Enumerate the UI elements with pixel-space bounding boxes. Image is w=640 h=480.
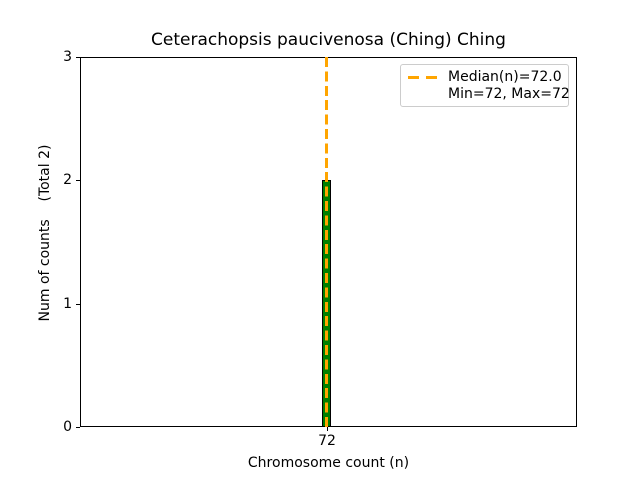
- y-tick-mark-1: [76, 304, 80, 305]
- y-tick-mark-2: [76, 180, 80, 181]
- x-tick-label-72: 72: [318, 433, 336, 449]
- chart-title: Ceterachopsis paucivenosa (Ching) Ching: [151, 30, 506, 50]
- legend-label-median: Median(n)=72.0: [448, 69, 562, 85]
- x-axis-label: Chromosome count (n): [247, 455, 410, 471]
- legend-row-median: Median(n)=72.0: [408, 69, 562, 86]
- legend-empty-handle: [408, 93, 438, 96]
- median-dashed-line-icon: [408, 76, 438, 79]
- x-tick-mark-72: [327, 427, 328, 431]
- median-line: [325, 57, 328, 427]
- legend-label-minmax: Min=72, Max=72: [448, 86, 570, 102]
- y-tick-label-3: 3: [63, 49, 72, 65]
- y-tick-label-0: 0: [63, 419, 72, 435]
- y-tick-mark-0: [76, 427, 80, 428]
- legend-row-minmax: Min=72, Max=72: [408, 86, 570, 103]
- y-tick-label-1: 1: [63, 296, 72, 312]
- y-tick-label-2: 2: [63, 172, 72, 188]
- y-axis-label: Num of counts (Total 2): [37, 144, 53, 322]
- legend: Median(n)=72.0 Min=72, Max=72: [400, 64, 570, 107]
- y-tick-mark-3: [76, 57, 80, 58]
